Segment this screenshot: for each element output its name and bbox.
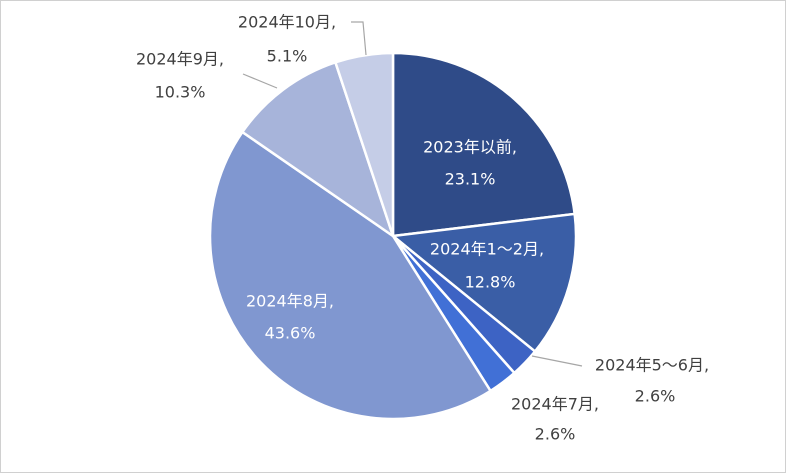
pie-slice bbox=[333, 51, 395, 237]
slice-category-label: 2024年9月, bbox=[136, 50, 224, 69]
leader-line bbox=[351, 21, 367, 56]
leader-line bbox=[531, 355, 583, 367]
slice-value-label: 23.1% bbox=[445, 170, 496, 189]
slice-category-label: 2023年以前, bbox=[423, 138, 517, 157]
slice-value-label: 10.3% bbox=[155, 83, 206, 102]
slice-value-label: 43.6% bbox=[265, 324, 316, 343]
slice-category-label: 2024年1～2月, bbox=[430, 240, 544, 259]
slice-value-label: 2.6% bbox=[535, 425, 576, 444]
slice-category-label: 2024年5～6月, bbox=[595, 356, 709, 375]
pie-slice bbox=[391, 51, 577, 238]
slice-category-label: 2024年10月, bbox=[238, 13, 336, 32]
slice-value-label: 5.1% bbox=[267, 47, 308, 66]
slice-value-label: 2.6% bbox=[635, 387, 676, 406]
leader-line bbox=[242, 73, 278, 89]
pie-slice bbox=[208, 130, 493, 421]
slice-value-label: 12.8% bbox=[465, 273, 516, 292]
slice-category-label: 2024年8月, bbox=[246, 292, 334, 311]
slice-category-label: 2024年7月, bbox=[511, 395, 599, 414]
pie-slice bbox=[389, 212, 578, 354]
pie-slice bbox=[240, 60, 396, 240]
